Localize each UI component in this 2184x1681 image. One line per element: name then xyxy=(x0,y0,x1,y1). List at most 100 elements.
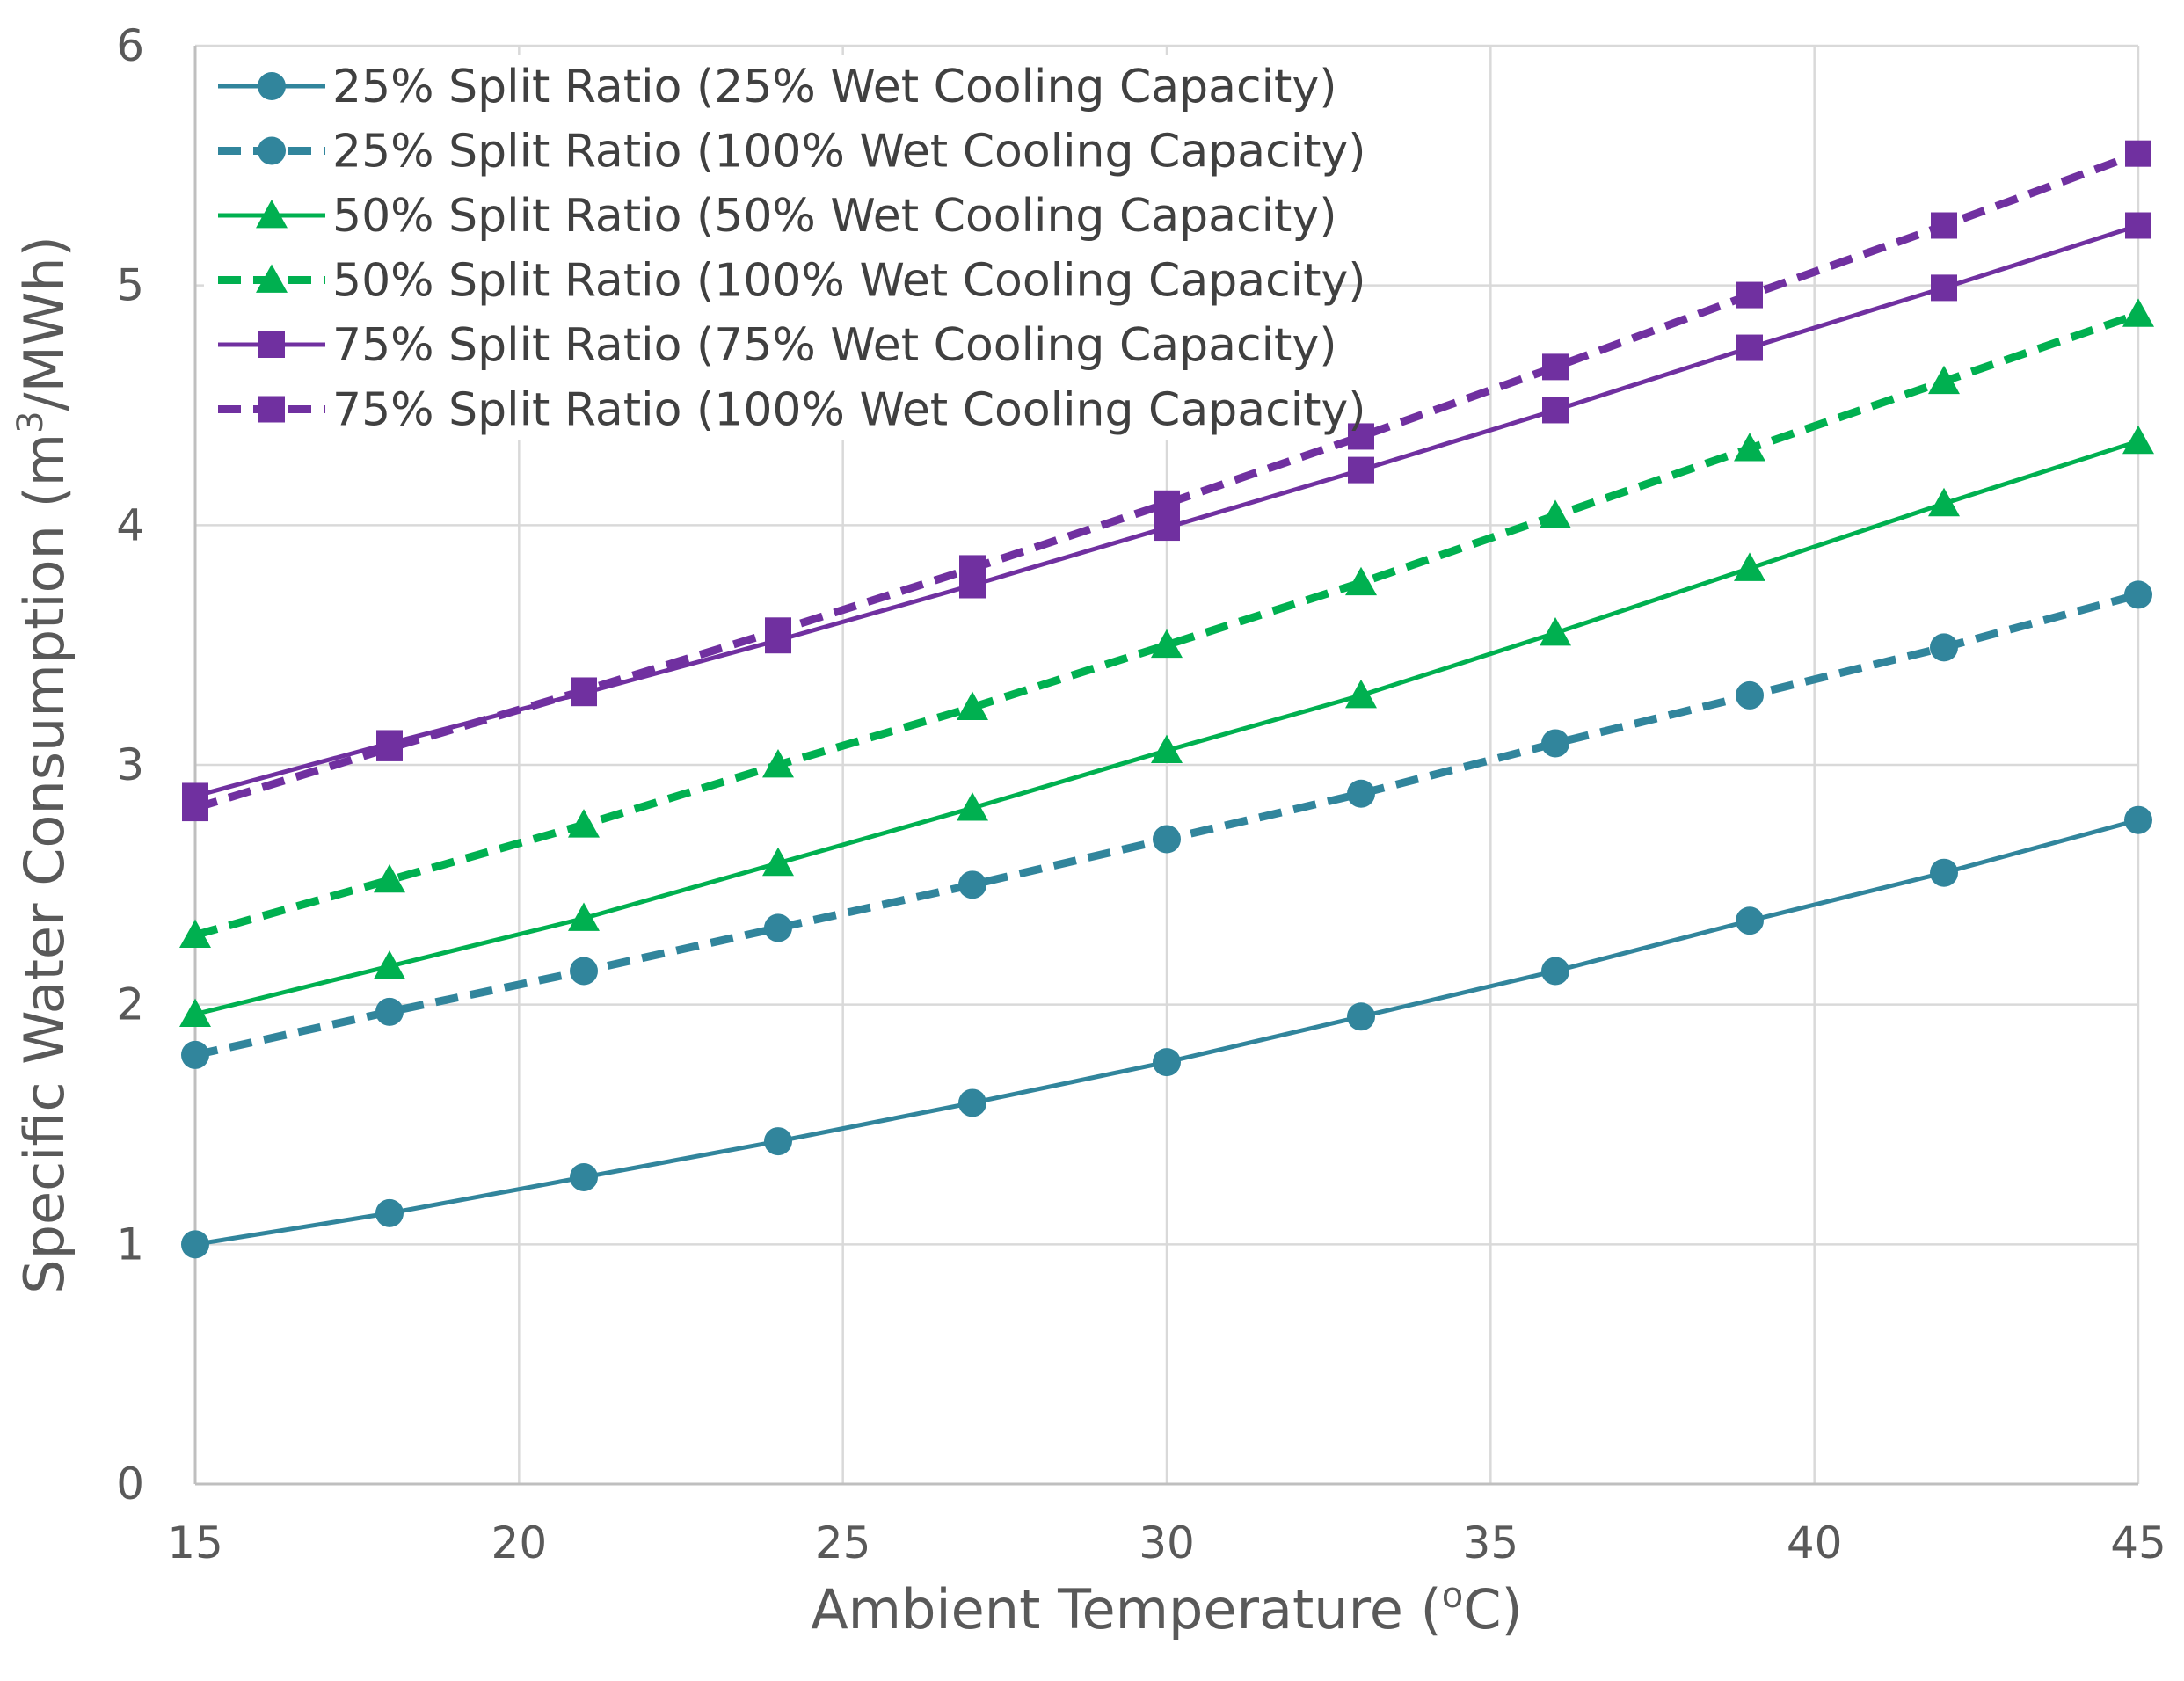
data-point-marker xyxy=(182,795,208,822)
series-4 xyxy=(179,298,2154,948)
legend-swatch-marker xyxy=(256,200,288,229)
y-tick-label: 1 xyxy=(116,1219,144,1270)
y-tick-label: 5 xyxy=(116,260,144,311)
data-point-marker xyxy=(2125,212,2151,239)
data-point-marker xyxy=(957,691,988,720)
data-point-marker xyxy=(375,997,404,1026)
legend-item: 25% Split Ratio (25% Wet Cooling Capacit… xyxy=(218,61,1337,113)
legend-label: 50% Split Ratio (50% Wet Cooling Capacit… xyxy=(332,190,1337,243)
data-point-marker xyxy=(1151,629,1183,659)
data-point-marker xyxy=(765,617,791,644)
y-tick-label: 4 xyxy=(116,499,144,550)
data-point-marker xyxy=(1154,490,1180,517)
data-point-marker xyxy=(1348,423,1374,450)
data-point-marker xyxy=(1736,334,1763,361)
data-point-marker xyxy=(958,1088,986,1117)
legend-item: 50% Split Ratio (50% Wet Cooling Capacit… xyxy=(218,190,1337,243)
data-point-marker xyxy=(2124,805,2152,834)
legend-swatch-marker xyxy=(256,264,288,293)
legend-swatch-marker xyxy=(258,396,285,423)
legend-swatch-marker xyxy=(258,72,286,100)
legend-item: 75% Split Ratio (75% Wet Cooling Capacit… xyxy=(218,319,1337,372)
data-point-marker xyxy=(568,902,600,931)
data-point-marker xyxy=(1542,397,1569,424)
data-point-marker xyxy=(1541,729,1569,758)
data-point-marker xyxy=(181,1230,209,1259)
data-point-marker xyxy=(570,957,598,986)
series-layer xyxy=(179,140,2154,1259)
data-point-marker xyxy=(376,734,403,761)
y-axis-title-suffix: /MWh) xyxy=(12,236,76,411)
legend-swatch-marker xyxy=(258,136,286,165)
data-point-marker xyxy=(1154,514,1180,542)
x-tick-label: 25 xyxy=(815,1517,871,1568)
x-tick-label: 15 xyxy=(167,1517,223,1568)
data-point-marker xyxy=(762,749,794,778)
x-tick-label: 30 xyxy=(1139,1517,1195,1568)
legend-item: 50% Split Ratio (100% Wet Cooling Capaci… xyxy=(218,255,1366,308)
data-point-marker xyxy=(1736,281,1763,309)
data-point-marker xyxy=(375,1198,404,1227)
data-point-marker xyxy=(181,1040,209,1069)
y-tick-label: 0 xyxy=(116,1459,144,1510)
data-point-marker xyxy=(959,555,986,582)
y-tick-label: 2 xyxy=(116,979,144,1030)
data-point-marker xyxy=(1928,487,1960,517)
data-point-marker xyxy=(1736,680,1764,710)
data-point-marker xyxy=(374,863,405,893)
series-1 xyxy=(181,805,2152,1259)
data-point-marker xyxy=(570,1162,598,1191)
data-point-marker xyxy=(179,919,211,948)
data-point-marker xyxy=(1736,906,1764,935)
data-point-marker xyxy=(1540,499,1571,528)
data-point-marker xyxy=(1153,1048,1181,1077)
data-point-marker xyxy=(1347,1002,1375,1031)
data-point-marker xyxy=(1151,734,1183,764)
data-point-marker xyxy=(958,870,986,899)
legend-label: 25% Split Ratio (100% Wet Cooling Capaci… xyxy=(332,126,1366,178)
data-point-marker xyxy=(2122,425,2154,455)
data-point-marker xyxy=(374,950,405,979)
legend-label: 25% Split Ratio (25% Wet Cooling Capacit… xyxy=(332,61,1337,113)
data-point-marker xyxy=(2124,580,2152,609)
x-axis-title-superscript: o xyxy=(1442,1575,1463,1616)
data-point-marker xyxy=(1345,679,1377,709)
y-tick-label: 3 xyxy=(116,739,144,790)
legend-item: 75% Split Ratio (100% Wet Cooling Capaci… xyxy=(218,384,1366,437)
data-point-marker xyxy=(1345,566,1377,596)
legend-label: 50% Split Ratio (100% Wet Cooling Capaci… xyxy=(332,255,1366,308)
data-point-marker xyxy=(568,809,600,838)
data-point-marker xyxy=(1928,365,1960,395)
x-axis-title: Ambient Temperature (oC) xyxy=(811,1575,1522,1641)
legend-swatch-marker xyxy=(258,331,285,358)
data-point-marker xyxy=(764,913,792,942)
y-tick-label: 6 xyxy=(116,20,144,71)
data-point-marker xyxy=(1540,617,1571,646)
legend-item: 25% Split Ratio (100% Wet Cooling Capaci… xyxy=(218,126,1366,178)
data-point-marker xyxy=(1347,779,1375,808)
data-point-marker xyxy=(2125,140,2151,167)
y-axis-title: Specific Water Consumption (m3/MWh) xyxy=(11,236,76,1294)
data-point-marker xyxy=(1348,456,1374,484)
legend: 25% Split Ratio (25% Wet Cooling Capacit… xyxy=(204,55,1366,440)
data-point-marker xyxy=(1930,633,1958,662)
data-point-marker xyxy=(571,677,597,704)
data-point-marker xyxy=(1931,274,1957,302)
data-point-marker xyxy=(1542,353,1569,381)
x-tick-label: 20 xyxy=(491,1517,548,1568)
x-axis-title-suffix: C) xyxy=(1463,1577,1522,1641)
data-point-marker xyxy=(762,847,794,877)
series-2 xyxy=(181,580,2152,1069)
data-point-marker xyxy=(1930,858,1958,887)
data-point-marker xyxy=(1931,212,1957,239)
data-point-marker xyxy=(2122,298,2154,327)
legend-background xyxy=(204,55,1329,440)
data-point-marker xyxy=(1734,552,1765,581)
data-point-marker xyxy=(1541,957,1569,986)
legend-label: 75% Split Ratio (75% Wet Cooling Capacit… xyxy=(332,319,1337,372)
data-point-marker xyxy=(1153,825,1181,854)
series-6 xyxy=(182,140,2151,822)
series-line xyxy=(193,310,2140,939)
data-point-marker xyxy=(764,1127,792,1156)
data-point-marker xyxy=(1734,433,1765,462)
